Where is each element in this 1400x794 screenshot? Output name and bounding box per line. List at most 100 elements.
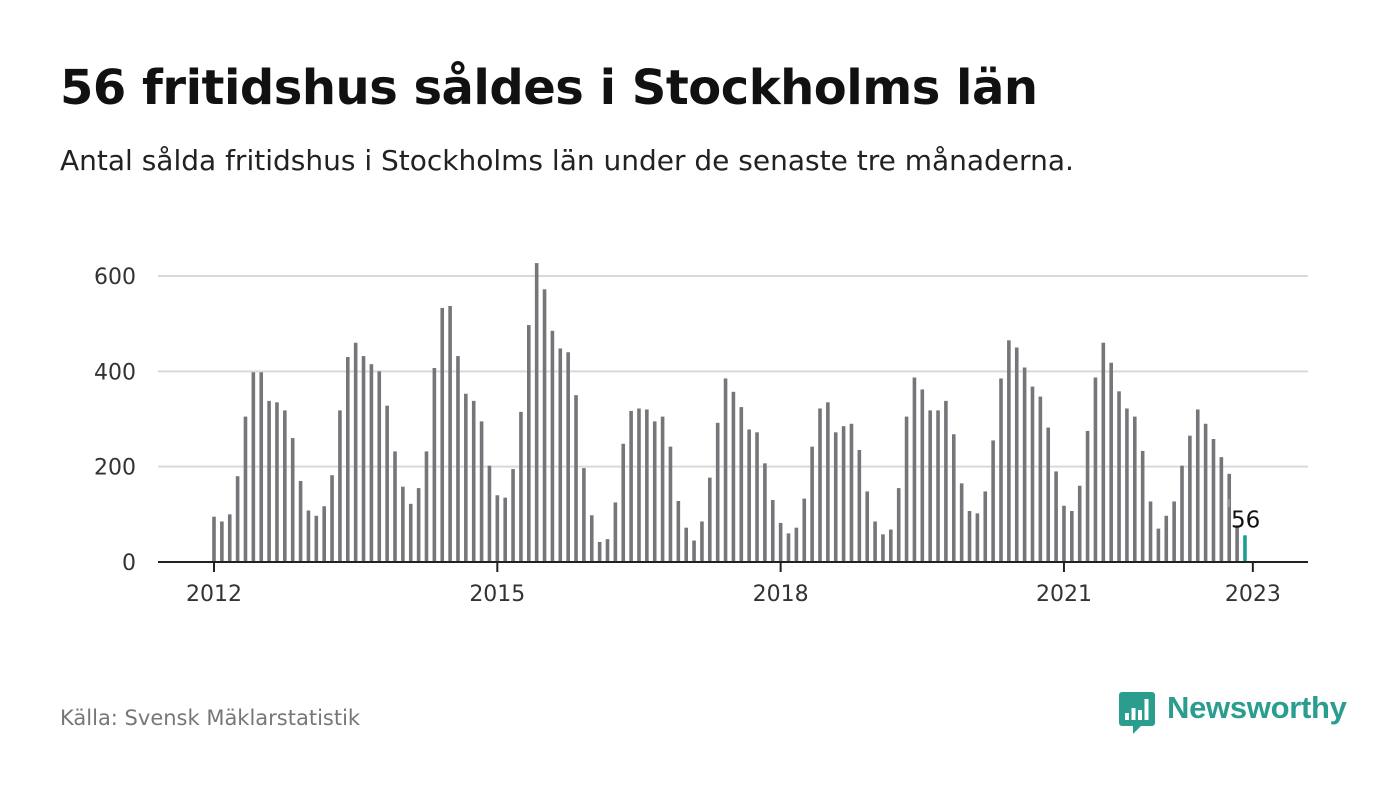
- page-subtitle: Antal sålda fritidshus i Stockholms län …: [60, 144, 1074, 177]
- bar: [212, 516, 216, 562]
- bar: [487, 465, 492, 562]
- bar: [755, 432, 759, 562]
- x-tick-label: 2015: [469, 582, 525, 607]
- bar: [605, 539, 610, 562]
- bar: [456, 356, 460, 562]
- bar: [479, 421, 484, 562]
- newsworthy-logo-icon: [1119, 692, 1155, 734]
- bar: [1077, 485, 1082, 562]
- bar: [786, 533, 791, 562]
- bar: [259, 372, 264, 562]
- bar: [660, 416, 665, 562]
- bar: [865, 491, 870, 562]
- bar: [637, 408, 641, 562]
- bar: [503, 497, 507, 562]
- bar: [778, 522, 783, 562]
- bar: [550, 330, 555, 562]
- bar: [251, 372, 256, 562]
- bar: [975, 513, 980, 562]
- bar: [1014, 347, 1019, 563]
- bar: [739, 407, 744, 562]
- y-tick-label: 400: [94, 360, 136, 385]
- bar: [424, 451, 429, 562]
- bar: [1022, 367, 1027, 562]
- bar: [873, 521, 877, 562]
- bar: [534, 263, 539, 562]
- bar: [1172, 501, 1176, 562]
- bar: [1007, 340, 1011, 562]
- bar: [267, 400, 271, 562]
- bar: [1117, 391, 1121, 562]
- bar: [841, 426, 846, 562]
- bar: [416, 488, 421, 562]
- bar: [912, 377, 917, 562]
- bar: [715, 422, 720, 562]
- bar: [1140, 450, 1145, 562]
- x-tick-label: 2018: [753, 582, 809, 607]
- bar: [967, 510, 972, 562]
- bar: [440, 307, 445, 562]
- bar: [582, 468, 586, 562]
- bar: [1164, 515, 1169, 562]
- bar: [1070, 510, 1074, 562]
- bar: [920, 389, 925, 562]
- bar: [589, 515, 594, 562]
- bar: [1211, 439, 1216, 562]
- bar: [794, 527, 799, 562]
- bar-highlight: [1243, 535, 1247, 562]
- bar: [928, 410, 932, 562]
- bar: [1180, 465, 1184, 562]
- bar: [298, 480, 303, 562]
- bar: [401, 486, 405, 562]
- bar: [802, 498, 807, 562]
- bar: [991, 440, 995, 562]
- bar: [1046, 427, 1051, 562]
- bar: [1038, 396, 1043, 562]
- bar: [345, 357, 350, 562]
- bar: [275, 402, 279, 562]
- bar: [338, 410, 342, 562]
- bar: [1195, 409, 1200, 562]
- page-title: 56 fritidshus såldes i Stockholms län: [60, 60, 1038, 116]
- bar: [881, 534, 885, 562]
- bar: [314, 515, 319, 562]
- bar: [464, 393, 468, 562]
- bar: [692, 540, 696, 562]
- bar: [283, 410, 287, 562]
- bar: [385, 405, 389, 562]
- bar: [408, 503, 413, 562]
- bar: [306, 510, 311, 562]
- source-note: Källa: Svensk Mäklarstatistik: [60, 706, 361, 730]
- bar: [652, 421, 657, 562]
- bar: [889, 529, 893, 562]
- bar: [613, 502, 618, 562]
- bar: [770, 500, 775, 562]
- x-tick-label: 2012: [186, 582, 242, 607]
- bar: [361, 356, 366, 562]
- bar: [377, 371, 382, 562]
- bar: [818, 408, 822, 562]
- bar: [235, 476, 240, 562]
- bar: [629, 410, 633, 562]
- bar: [700, 521, 704, 562]
- y-tick-label: 200: [94, 456, 136, 481]
- bar: [1148, 501, 1153, 562]
- bar: [566, 352, 570, 562]
- x-tick-label: 2023: [1225, 582, 1281, 607]
- bar: [1062, 505, 1066, 562]
- bar: [936, 410, 940, 562]
- bar: [290, 438, 295, 562]
- bar: [1235, 525, 1239, 562]
- bar: [731, 391, 736, 562]
- bar: [1156, 528, 1161, 562]
- bar: [243, 416, 248, 562]
- y-tick-label: 0: [122, 551, 136, 576]
- bar: [723, 378, 728, 562]
- bar: [621, 443, 626, 562]
- bar: [684, 527, 688, 562]
- bar: [999, 378, 1003, 562]
- bar: [1093, 377, 1098, 562]
- bar: [1085, 430, 1090, 562]
- bar: [959, 483, 964, 562]
